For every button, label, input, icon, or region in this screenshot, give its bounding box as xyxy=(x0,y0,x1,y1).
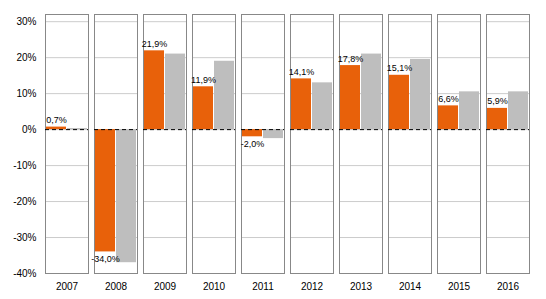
svg-text:2014: 2014 xyxy=(399,281,422,292)
svg-text:-40%: -40% xyxy=(13,268,36,279)
svg-text:2011: 2011 xyxy=(252,281,274,292)
svg-text:2008: 2008 xyxy=(105,281,128,292)
svg-text:17,8%: 17,8% xyxy=(338,54,364,64)
svg-text:2015: 2015 xyxy=(448,281,471,292)
svg-text:2007: 2007 xyxy=(56,281,79,292)
svg-text:15,1%: 15,1% xyxy=(387,63,413,73)
svg-text:0%: 0% xyxy=(22,124,37,135)
svg-text:-34,0%: -34,0% xyxy=(91,254,120,264)
svg-text:-30%: -30% xyxy=(13,232,36,243)
svg-text:-2,0%: -2,0% xyxy=(241,139,265,149)
svg-text:10%: 10% xyxy=(16,88,36,99)
svg-text:2010: 2010 xyxy=(203,281,226,292)
svg-text:6,6%: 6,6% xyxy=(438,94,459,104)
svg-text:2013: 2013 xyxy=(350,281,373,292)
svg-text:0,7%: 0,7% xyxy=(46,115,67,125)
svg-text:11,9%: 11,9% xyxy=(191,75,216,85)
svg-text:-20%: -20% xyxy=(13,196,36,207)
svg-text:14,1%: 14,1% xyxy=(289,67,315,77)
svg-text:-10%: -10% xyxy=(13,160,36,171)
svg-text:20%: 20% xyxy=(16,52,36,63)
svg-text:5,9%: 5,9% xyxy=(487,96,508,106)
svg-text:2009: 2009 xyxy=(154,281,177,292)
svg-text:21,9%: 21,9% xyxy=(142,39,168,49)
svg-text:2016: 2016 xyxy=(497,281,520,292)
svg-text:30%: 30% xyxy=(16,16,36,27)
svg-text:2012: 2012 xyxy=(301,281,324,292)
